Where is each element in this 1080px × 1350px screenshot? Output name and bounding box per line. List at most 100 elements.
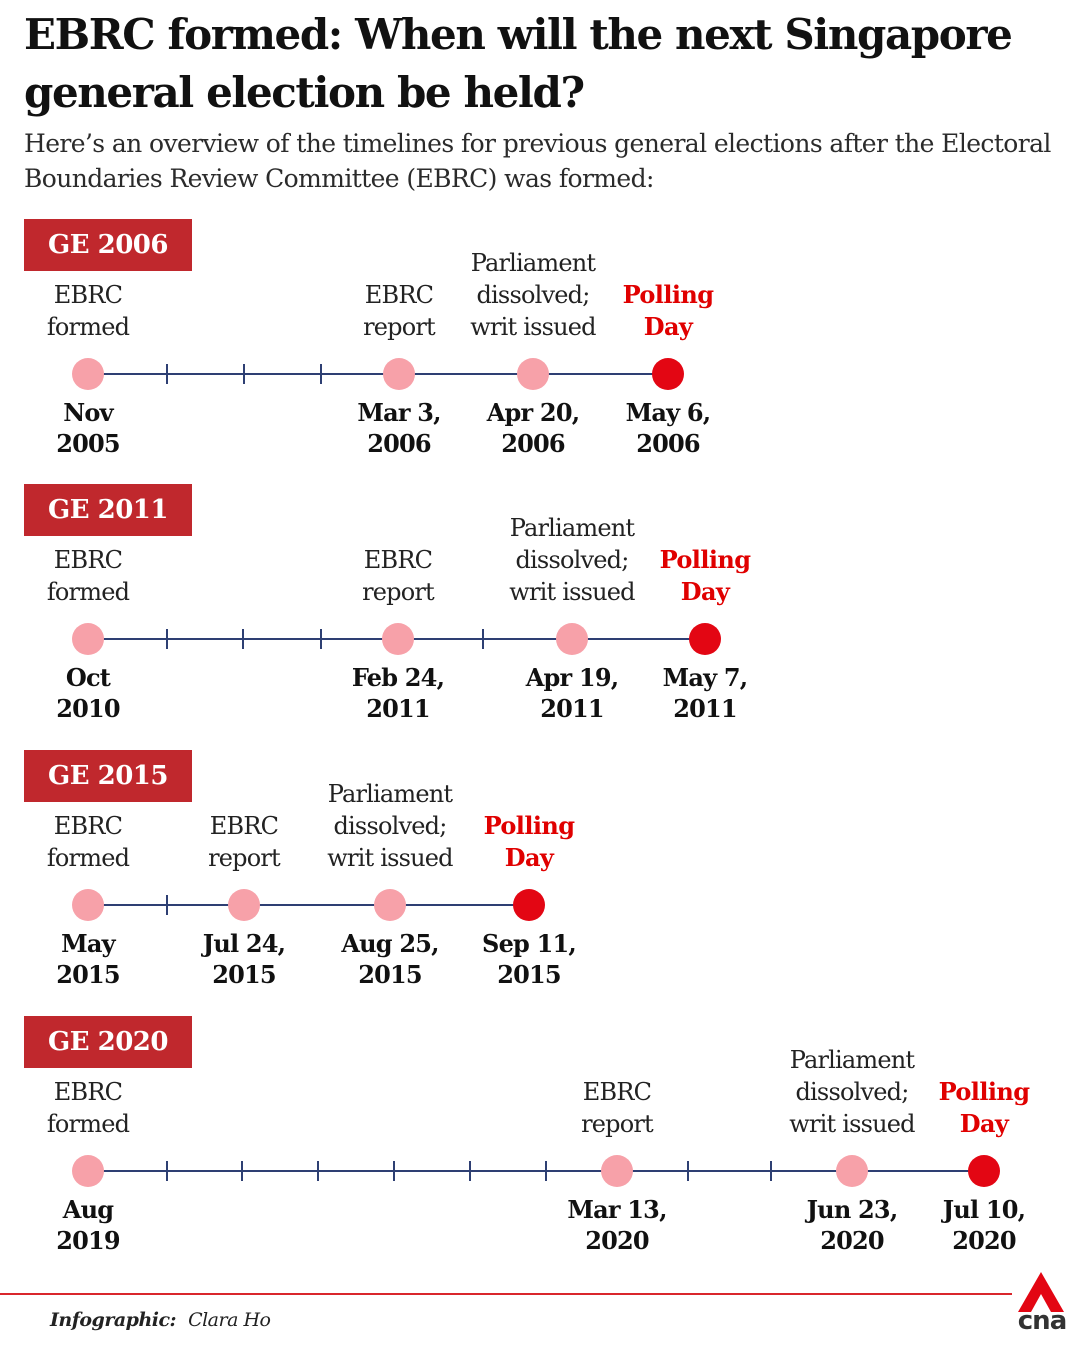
event-label-line: EBRC (53, 281, 123, 309)
event-date-line: 2005 (56, 429, 120, 458)
event-date: Nov 2005 (13, 397, 163, 459)
event-label-line: dissolved; (476, 281, 590, 309)
milestone-dot (383, 358, 415, 390)
event-date-line: Oct (65, 663, 111, 692)
milestone-dot (72, 889, 104, 921)
event-label-line: Parliament (470, 249, 596, 277)
event-date-line: 2011 (673, 694, 737, 723)
milestone-dot (836, 1155, 868, 1187)
event-date: May 2015 (13, 928, 163, 990)
event-date-line: Mar 13, (567, 1195, 667, 1224)
timeline-line (88, 373, 668, 375)
page-title: EBRC formed: When will the next Singapor… (24, 10, 1013, 117)
event-date-line: 2020 (820, 1226, 884, 1255)
timeline-tick (687, 1161, 689, 1181)
timeline-tick (393, 1161, 395, 1181)
event-label-line: writ issued (789, 1110, 915, 1138)
polling-day-dot (513, 889, 545, 921)
credit-label: Infographic: (50, 1309, 177, 1331)
event-label: EBRC report (314, 279, 484, 343)
event-date: Jul 10, 2020 (909, 1194, 1059, 1256)
timeline-tick (166, 1161, 168, 1181)
event-date: Feb 24, 2011 (323, 662, 473, 724)
infographic-credit: Infographic: Clara Ho (50, 1309, 271, 1331)
timeline-line (88, 1170, 984, 1172)
event-label-line: dissolved; (333, 812, 447, 840)
polling-day-dot (652, 358, 684, 390)
event-date-line: May 7, (662, 663, 748, 692)
event-label: Parliament dissolved; writ issued (487, 512, 657, 608)
timeline-tick (482, 629, 484, 649)
event-date: Aug 2019 (13, 1194, 163, 1256)
milestone-dot (72, 623, 104, 655)
event-date-line: 2015 (497, 960, 561, 989)
event-label-line: Polling (622, 280, 714, 309)
event-date: Mar 13, 2020 (542, 1194, 692, 1256)
event-label: EBRC formed (3, 544, 173, 608)
event-date-line: 2011 (366, 694, 430, 723)
timeline-ge-2015: GE 2015 EBRC formed May 2015 EBRC report Jul 24… (0, 750, 1080, 1000)
event-label-line: EBRC (53, 812, 123, 840)
timeline-tick (242, 629, 244, 649)
credit-name: Clara Ho (188, 1309, 271, 1331)
cna-logo-icon (1018, 1272, 1064, 1312)
event-label: Parliament dissolved; writ issued (767, 1044, 937, 1140)
event-label-line: Polling (659, 545, 751, 574)
event-label-line: Day (959, 1109, 1009, 1138)
cna-logo-text: cna (1017, 1306, 1067, 1336)
event-date-line: 2006 (501, 429, 565, 458)
event-date-line: 2020 (585, 1226, 649, 1255)
cna-logo: cna (1012, 1272, 1070, 1344)
timeline-ge-2011: GE 2011 EBRC formed Oct 2010 EBRC report Feb 24… (0, 484, 1080, 734)
event-label-line: Parliament (327, 780, 453, 808)
event-date: Jul 24, 2015 (169, 928, 319, 990)
event-label-line: Polling (483, 811, 575, 840)
timeline-tick (166, 895, 168, 915)
milestone-dot (556, 623, 588, 655)
event-date-line: Sep 11, (482, 929, 577, 958)
event-label-line: formed (46, 844, 130, 872)
event-date-line: 2011 (540, 694, 604, 723)
event-date: Mar 3, 2006 (324, 397, 474, 459)
timeline-tick (545, 1161, 547, 1181)
event-date: May 7, 2011 (630, 662, 780, 724)
event-label-line: dissolved; (795, 1078, 909, 1106)
polling-day-label: Polling Day (899, 1076, 1069, 1140)
event-date-line: 2019 (56, 1226, 120, 1255)
event-date-line: 2015 (358, 960, 422, 989)
event-date: Apr 19, 2011 (497, 662, 647, 724)
event-label-line: report (362, 578, 435, 606)
timeline-tick (317, 1161, 319, 1181)
event-label: Parliament dissolved; writ issued (448, 247, 618, 343)
event-date-line: Feb 24, (351, 663, 445, 692)
polling-day-dot (968, 1155, 1000, 1187)
event-label-line: Polling (938, 1077, 1030, 1106)
timeline-ge-2020: GE 2020 EBRC formed Aug 2019 EBRC report Mar 13… (0, 1016, 1080, 1266)
timeline-badge: GE 2015 (24, 750, 192, 802)
timeline-tick (320, 364, 322, 384)
event-label-line: formed (46, 578, 130, 606)
event-label: EBRC report (313, 544, 483, 608)
polling-day-dot (689, 623, 721, 655)
event-date-line: Apr 20, (486, 398, 580, 427)
event-label-line: EBRC (53, 1078, 123, 1106)
event-label-line: Day (504, 843, 554, 872)
event-label-line: report (208, 844, 281, 872)
event-label-line: report (363, 313, 436, 341)
event-date-line: 2015 (212, 960, 276, 989)
event-label-line: dissolved; (515, 546, 629, 574)
timeline-tick (241, 1161, 243, 1181)
milestone-dot (72, 358, 104, 390)
timeline-tick (243, 364, 245, 384)
event-label-line: writ issued (509, 578, 635, 606)
event-label-line: Parliament (789, 1046, 915, 1074)
event-date-line: 2006 (367, 429, 431, 458)
event-date-line: May 6, (625, 398, 711, 427)
event-date: Oct 2010 (13, 662, 163, 724)
event-date-line: 2010 (56, 694, 120, 723)
event-label: EBRC formed (3, 279, 173, 343)
event-date-line: Jul 24, (202, 929, 286, 958)
event-label-line: formed (46, 1110, 130, 1138)
event-date-line: Apr 19, (525, 663, 619, 692)
milestone-dot (228, 889, 260, 921)
